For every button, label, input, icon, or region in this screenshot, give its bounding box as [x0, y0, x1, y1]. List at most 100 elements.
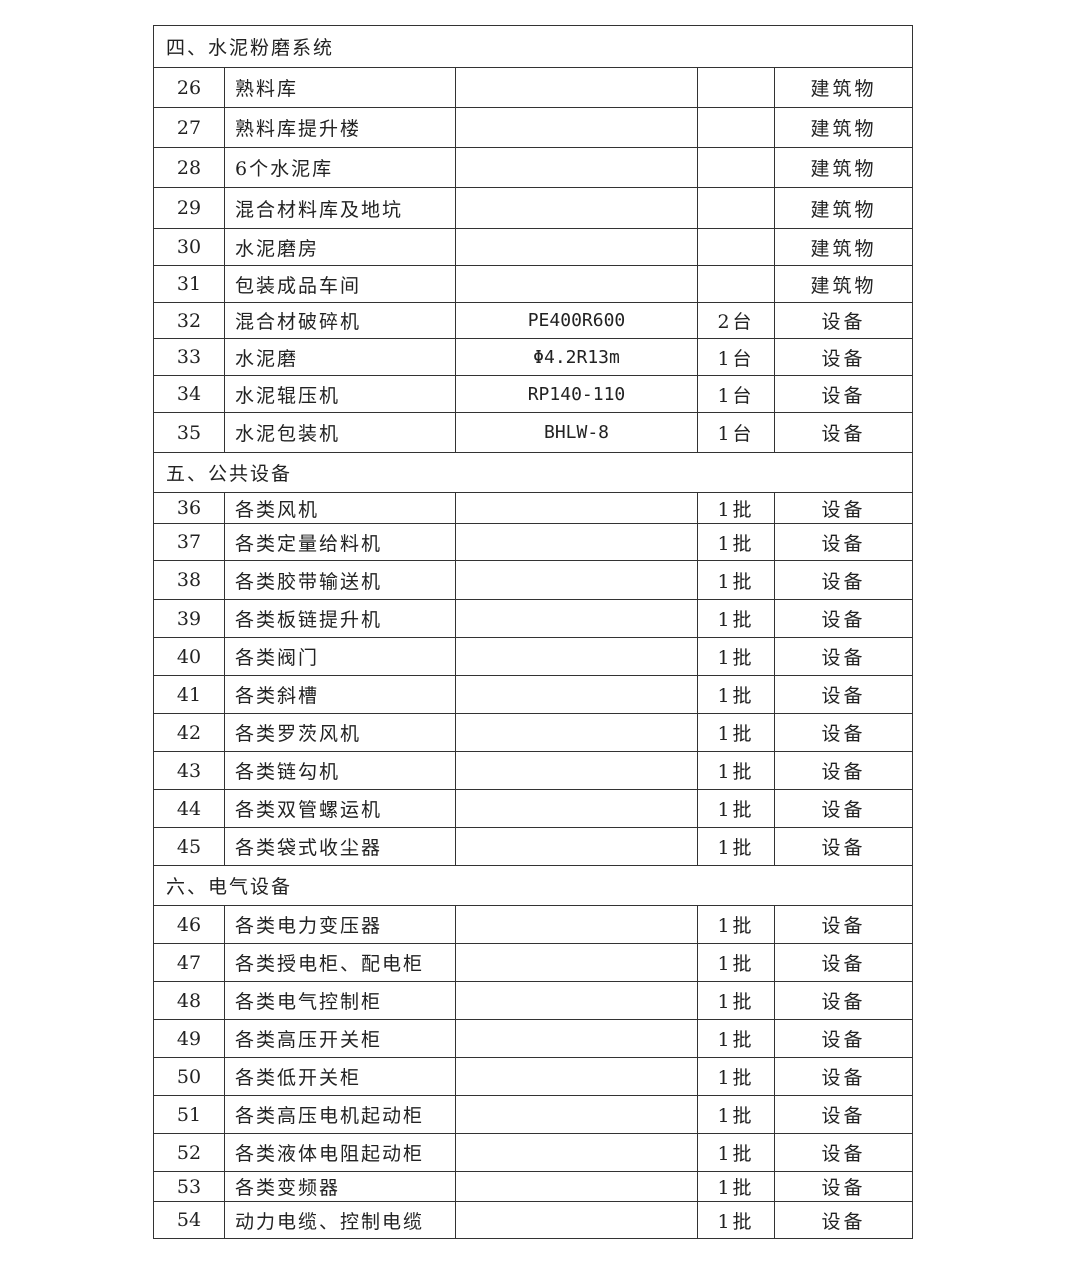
section-title: 五、公共设备 [153, 452, 913, 493]
item-quantity: 1批 [697, 675, 775, 714]
item-type: 设备 [774, 637, 913, 676]
table-row: 26 熟料库 建筑物 [153, 67, 913, 108]
item-name: 各类阀门 [224, 637, 456, 676]
item-type: 设备 [774, 1133, 913, 1172]
item-name: 各类胶带输送机 [224, 560, 456, 600]
item-model: Φ4.2R13m [455, 338, 698, 376]
item-name: 各类高压电机起动柜 [224, 1095, 456, 1134]
item-quantity: 1批 [697, 560, 775, 600]
item-quantity [697, 265, 775, 303]
item-name: 各类高压开关柜 [224, 1019, 456, 1058]
table-row: 27 熟料库提升楼 建筑物 [153, 107, 913, 148]
table-row: 42 各类罗茨风机 1批 设备 [153, 713, 913, 752]
item-name: 包装成品车间 [224, 265, 456, 303]
item-type: 建筑物 [774, 187, 913, 229]
item-type: 设备 [774, 943, 913, 982]
table-row: 35 水泥包装机 BHLW-8 1台 设备 [153, 412, 913, 453]
item-name: 水泥磨房 [224, 228, 456, 266]
table-body: 四、水泥粉磨系统 26 熟料库 建筑物 27 熟料库提升楼 建筑物 28 6个水泥库 建筑物 29 混… [153, 25, 913, 1239]
item-name: 各类授电柜、配电柜 [224, 943, 456, 982]
table-row: 48 各类电气控制柜 1批 设备 [153, 981, 913, 1020]
row-number: 39 [153, 599, 225, 638]
item-model [455, 187, 698, 229]
item-name: 熟料库 [224, 67, 456, 108]
item-type: 设备 [774, 1201, 913, 1239]
item-quantity: 1批 [697, 492, 775, 524]
item-name: 混合材破碎机 [224, 302, 456, 339]
row-number: 43 [153, 751, 225, 790]
item-quantity: 1批 [697, 1019, 775, 1058]
row-number: 38 [153, 560, 225, 600]
item-type: 设备 [774, 1095, 913, 1134]
item-name: 混合材料库及地坑 [224, 187, 456, 229]
item-model [455, 675, 698, 714]
item-name: 各类变频器 [224, 1171, 456, 1202]
item-name: 熟料库提升楼 [224, 107, 456, 148]
item-quantity [697, 147, 775, 188]
row-number: 44 [153, 789, 225, 828]
item-quantity: 1批 [697, 523, 775, 561]
table-row: 33 水泥磨 Φ4.2R13m 1台 设备 [153, 338, 913, 376]
item-model [455, 560, 698, 600]
table-row: 47 各类授电柜、配电柜 1批 设备 [153, 943, 913, 982]
item-model [455, 1171, 698, 1202]
item-name: 水泥磨 [224, 338, 456, 376]
table-row: 38 各类胶带输送机 1批 设备 [153, 560, 913, 600]
item-type: 建筑物 [774, 67, 913, 108]
item-name: 6个水泥库 [224, 147, 456, 188]
row-number: 41 [153, 675, 225, 714]
item-name: 各类链勾机 [224, 751, 456, 790]
row-number: 35 [153, 412, 225, 453]
item-model [455, 1133, 698, 1172]
item-type: 设备 [774, 751, 913, 790]
item-model: RP140-110 [455, 375, 698, 413]
item-type: 设备 [774, 523, 913, 561]
row-number: 52 [153, 1133, 225, 1172]
equipment-table: 四、水泥粉磨系统 26 熟料库 建筑物 27 熟料库提升楼 建筑物 28 6个水泥库 建筑物 29 混… [153, 25, 913, 1239]
item-model [455, 905, 698, 944]
row-number: 32 [153, 302, 225, 339]
item-quantity: 1批 [697, 1133, 775, 1172]
item-quantity: 1批 [697, 637, 775, 676]
row-number: 51 [153, 1095, 225, 1134]
row-number: 34 [153, 375, 225, 413]
item-quantity: 1批 [697, 789, 775, 828]
row-number: 49 [153, 1019, 225, 1058]
item-type: 设备 [774, 1019, 913, 1058]
item-model [455, 147, 698, 188]
table-row: 52 各类液体电阻起动柜 1批 设备 [153, 1133, 913, 1172]
item-quantity [697, 228, 775, 266]
row-number: 40 [153, 637, 225, 676]
item-quantity: 1批 [697, 905, 775, 944]
item-quantity: 1台 [697, 375, 775, 413]
item-quantity: 1批 [697, 827, 775, 866]
item-name: 各类液体电阻起动柜 [224, 1133, 456, 1172]
item-model [455, 637, 698, 676]
row-number: 30 [153, 228, 225, 266]
table-row: 53 各类变频器 1批 设备 [153, 1171, 913, 1202]
item-type: 设备 [774, 981, 913, 1020]
item-type: 设备 [774, 827, 913, 866]
item-model [455, 981, 698, 1020]
item-quantity: 1批 [697, 751, 775, 790]
item-name: 各类定量给料机 [224, 523, 456, 561]
table-row: 34 水泥辊压机 RP140-110 1台 设备 [153, 375, 913, 413]
table-row: 28 6个水泥库 建筑物 [153, 147, 913, 188]
item-type: 设备 [774, 675, 913, 714]
item-name: 各类双管螺运机 [224, 789, 456, 828]
row-number: 27 [153, 107, 225, 148]
item-type: 设备 [774, 713, 913, 752]
item-model [455, 228, 698, 266]
item-type: 设备 [774, 1057, 913, 1096]
row-number: 42 [153, 713, 225, 752]
item-model [455, 751, 698, 790]
item-quantity: 2台 [697, 302, 775, 339]
row-number: 31 [153, 265, 225, 303]
item-model [455, 1095, 698, 1134]
item-type: 设备 [774, 375, 913, 413]
item-model [455, 492, 698, 524]
item-type: 建筑物 [774, 147, 913, 188]
item-name: 各类袋式收尘器 [224, 827, 456, 866]
item-quantity: 1批 [697, 981, 775, 1020]
table-row: 29 混合材料库及地坑 建筑物 [153, 187, 913, 229]
